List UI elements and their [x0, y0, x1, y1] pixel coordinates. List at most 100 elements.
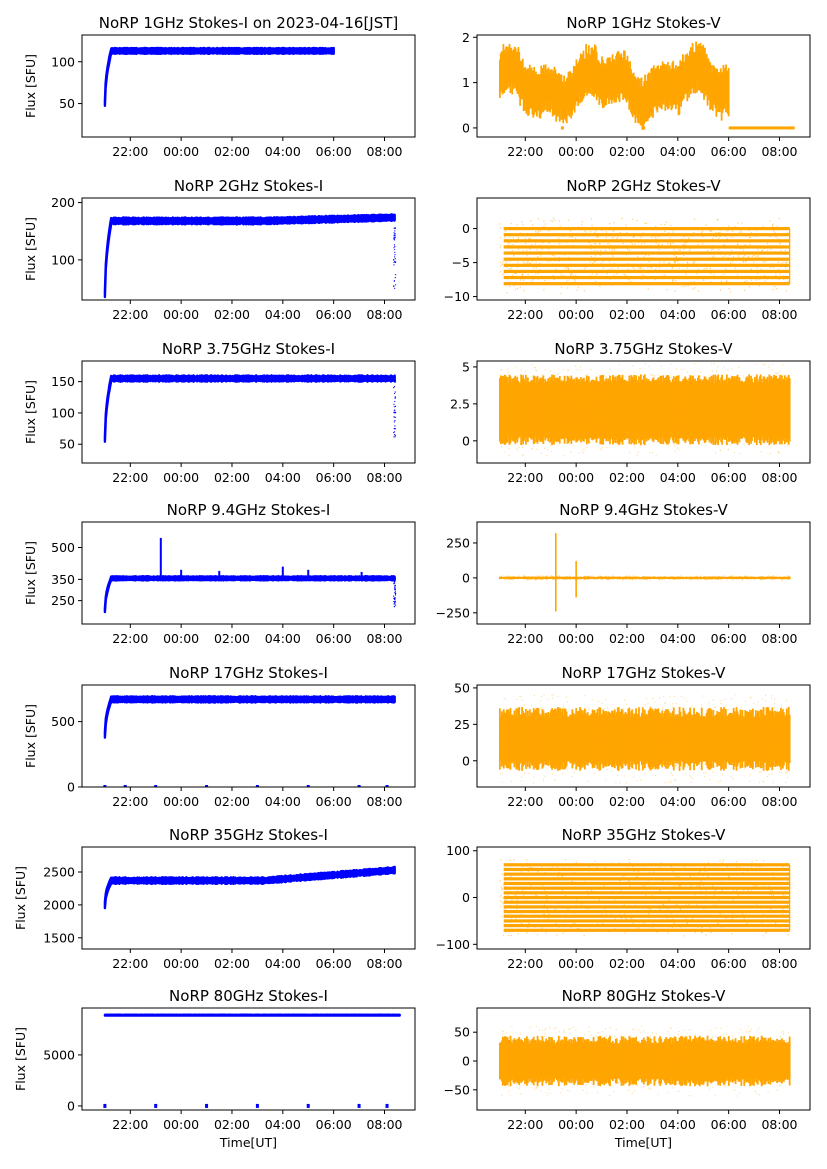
- data-point: [740, 247, 742, 249]
- data-point: [609, 368, 611, 370]
- data-point: [762, 913, 765, 916]
- data-point: [672, 577, 675, 579]
- data-point: [570, 735, 572, 737]
- data-point: [562, 576, 564, 578]
- data-point: [744, 244, 747, 246]
- data-point: [714, 706, 716, 708]
- data-point: [619, 231, 621, 234]
- data-point: [543, 246, 545, 249]
- data-point: [514, 576, 516, 578]
- data-point: [505, 926, 508, 928]
- data-point: [523, 578, 526, 580]
- data-point: [606, 768, 608, 770]
- data-point: [566, 287, 569, 289]
- data-point: [665, 396, 667, 398]
- data-point: [551, 694, 553, 696]
- data-point: [597, 576, 599, 578]
- data-point: [724, 575, 726, 578]
- data-point: [568, 442, 570, 444]
- data-point: [762, 225, 764, 227]
- data-point: [775, 922, 777, 924]
- data-point: [786, 232, 789, 234]
- data-point: [538, 896, 540, 899]
- data-point: [503, 724, 505, 727]
- data-point: [742, 872, 744, 874]
- data-point: [542, 914, 545, 916]
- data-point: [641, 274, 643, 276]
- data-point: [732, 577, 735, 579]
- data-point: [786, 417, 788, 419]
- data-point: [394, 287, 396, 289]
- data-point: [394, 256, 396, 258]
- data-point: [607, 761, 609, 763]
- x-tick-label: 00:00: [558, 631, 594, 646]
- data-point: [560, 286, 563, 288]
- y-tick-label: 100: [51, 252, 75, 267]
- data-point: [753, 254, 755, 257]
- data-point: [737, 396, 739, 399]
- data-point: [728, 287, 730, 290]
- data-point: [624, 888, 626, 890]
- data-point: [679, 885, 681, 887]
- data-point: [700, 931, 703, 934]
- data-point: [761, 232, 763, 235]
- y-tick-label: −250: [436, 605, 470, 620]
- data-point: [551, 271, 554, 273]
- data-point: [582, 763, 585, 765]
- x-tick-label: 02:00: [609, 144, 645, 159]
- data-point: [512, 275, 514, 278]
- data-point: [702, 269, 705, 272]
- data-point: [604, 249, 607, 252]
- data-point: [394, 600, 396, 602]
- data-point: [582, 452, 584, 454]
- data-point: [576, 741, 578, 743]
- data-point: [779, 371, 781, 373]
- data-point: [565, 577, 568, 579]
- data-point: [682, 285, 684, 288]
- data-point: [734, 267, 736, 270]
- data-point: [785, 771, 787, 773]
- data-point: [651, 894, 654, 897]
- data-point: [525, 418, 528, 420]
- data-point: [393, 247, 395, 249]
- data-point: [581, 220, 584, 223]
- data-point: [631, 578, 633, 580]
- data-point: [604, 379, 606, 381]
- data-point: [394, 391, 396, 393]
- data-point: [641, 887, 643, 889]
- subplot-13: 22:00 00:00 02:00 04:00 06:00 08:0005000NoRP …: [13, 987, 416, 1150]
- data-point: [539, 244, 542, 246]
- data-point: [717, 754, 719, 757]
- data-point: [563, 867, 565, 869]
- data-point: [691, 282, 693, 284]
- x-tick-label: 00:00: [163, 1117, 199, 1132]
- data-point: [610, 733, 612, 735]
- data-point: [633, 268, 635, 270]
- data-point: [670, 376, 672, 378]
- data-point: [581, 903, 583, 905]
- data-point: [579, 366, 582, 368]
- data-point: [573, 912, 575, 914]
- data-point: [680, 909, 682, 911]
- data-point: [748, 896, 751, 898]
- data-point: [772, 876, 775, 879]
- data-point: [767, 577, 770, 579]
- x-tick-label: 22:00: [507, 794, 543, 809]
- data-point: [576, 441, 578, 443]
- data-point: [630, 917, 632, 919]
- data-point: [757, 896, 760, 898]
- data-point: [671, 705, 673, 707]
- data-point: [569, 259, 571, 262]
- data-point: [508, 247, 510, 249]
- data-point: [625, 575, 627, 577]
- data-point: [680, 900, 683, 903]
- data-point: [755, 903, 758, 905]
- data-point: [393, 227, 395, 230]
- data-point: [554, 740, 556, 742]
- data-point: [668, 918, 670, 921]
- data-point: [551, 697, 554, 699]
- data-point: [740, 706, 742, 708]
- data-point: [709, 897, 711, 900]
- data-point: [735, 226, 737, 229]
- data-point: [607, 577, 610, 579]
